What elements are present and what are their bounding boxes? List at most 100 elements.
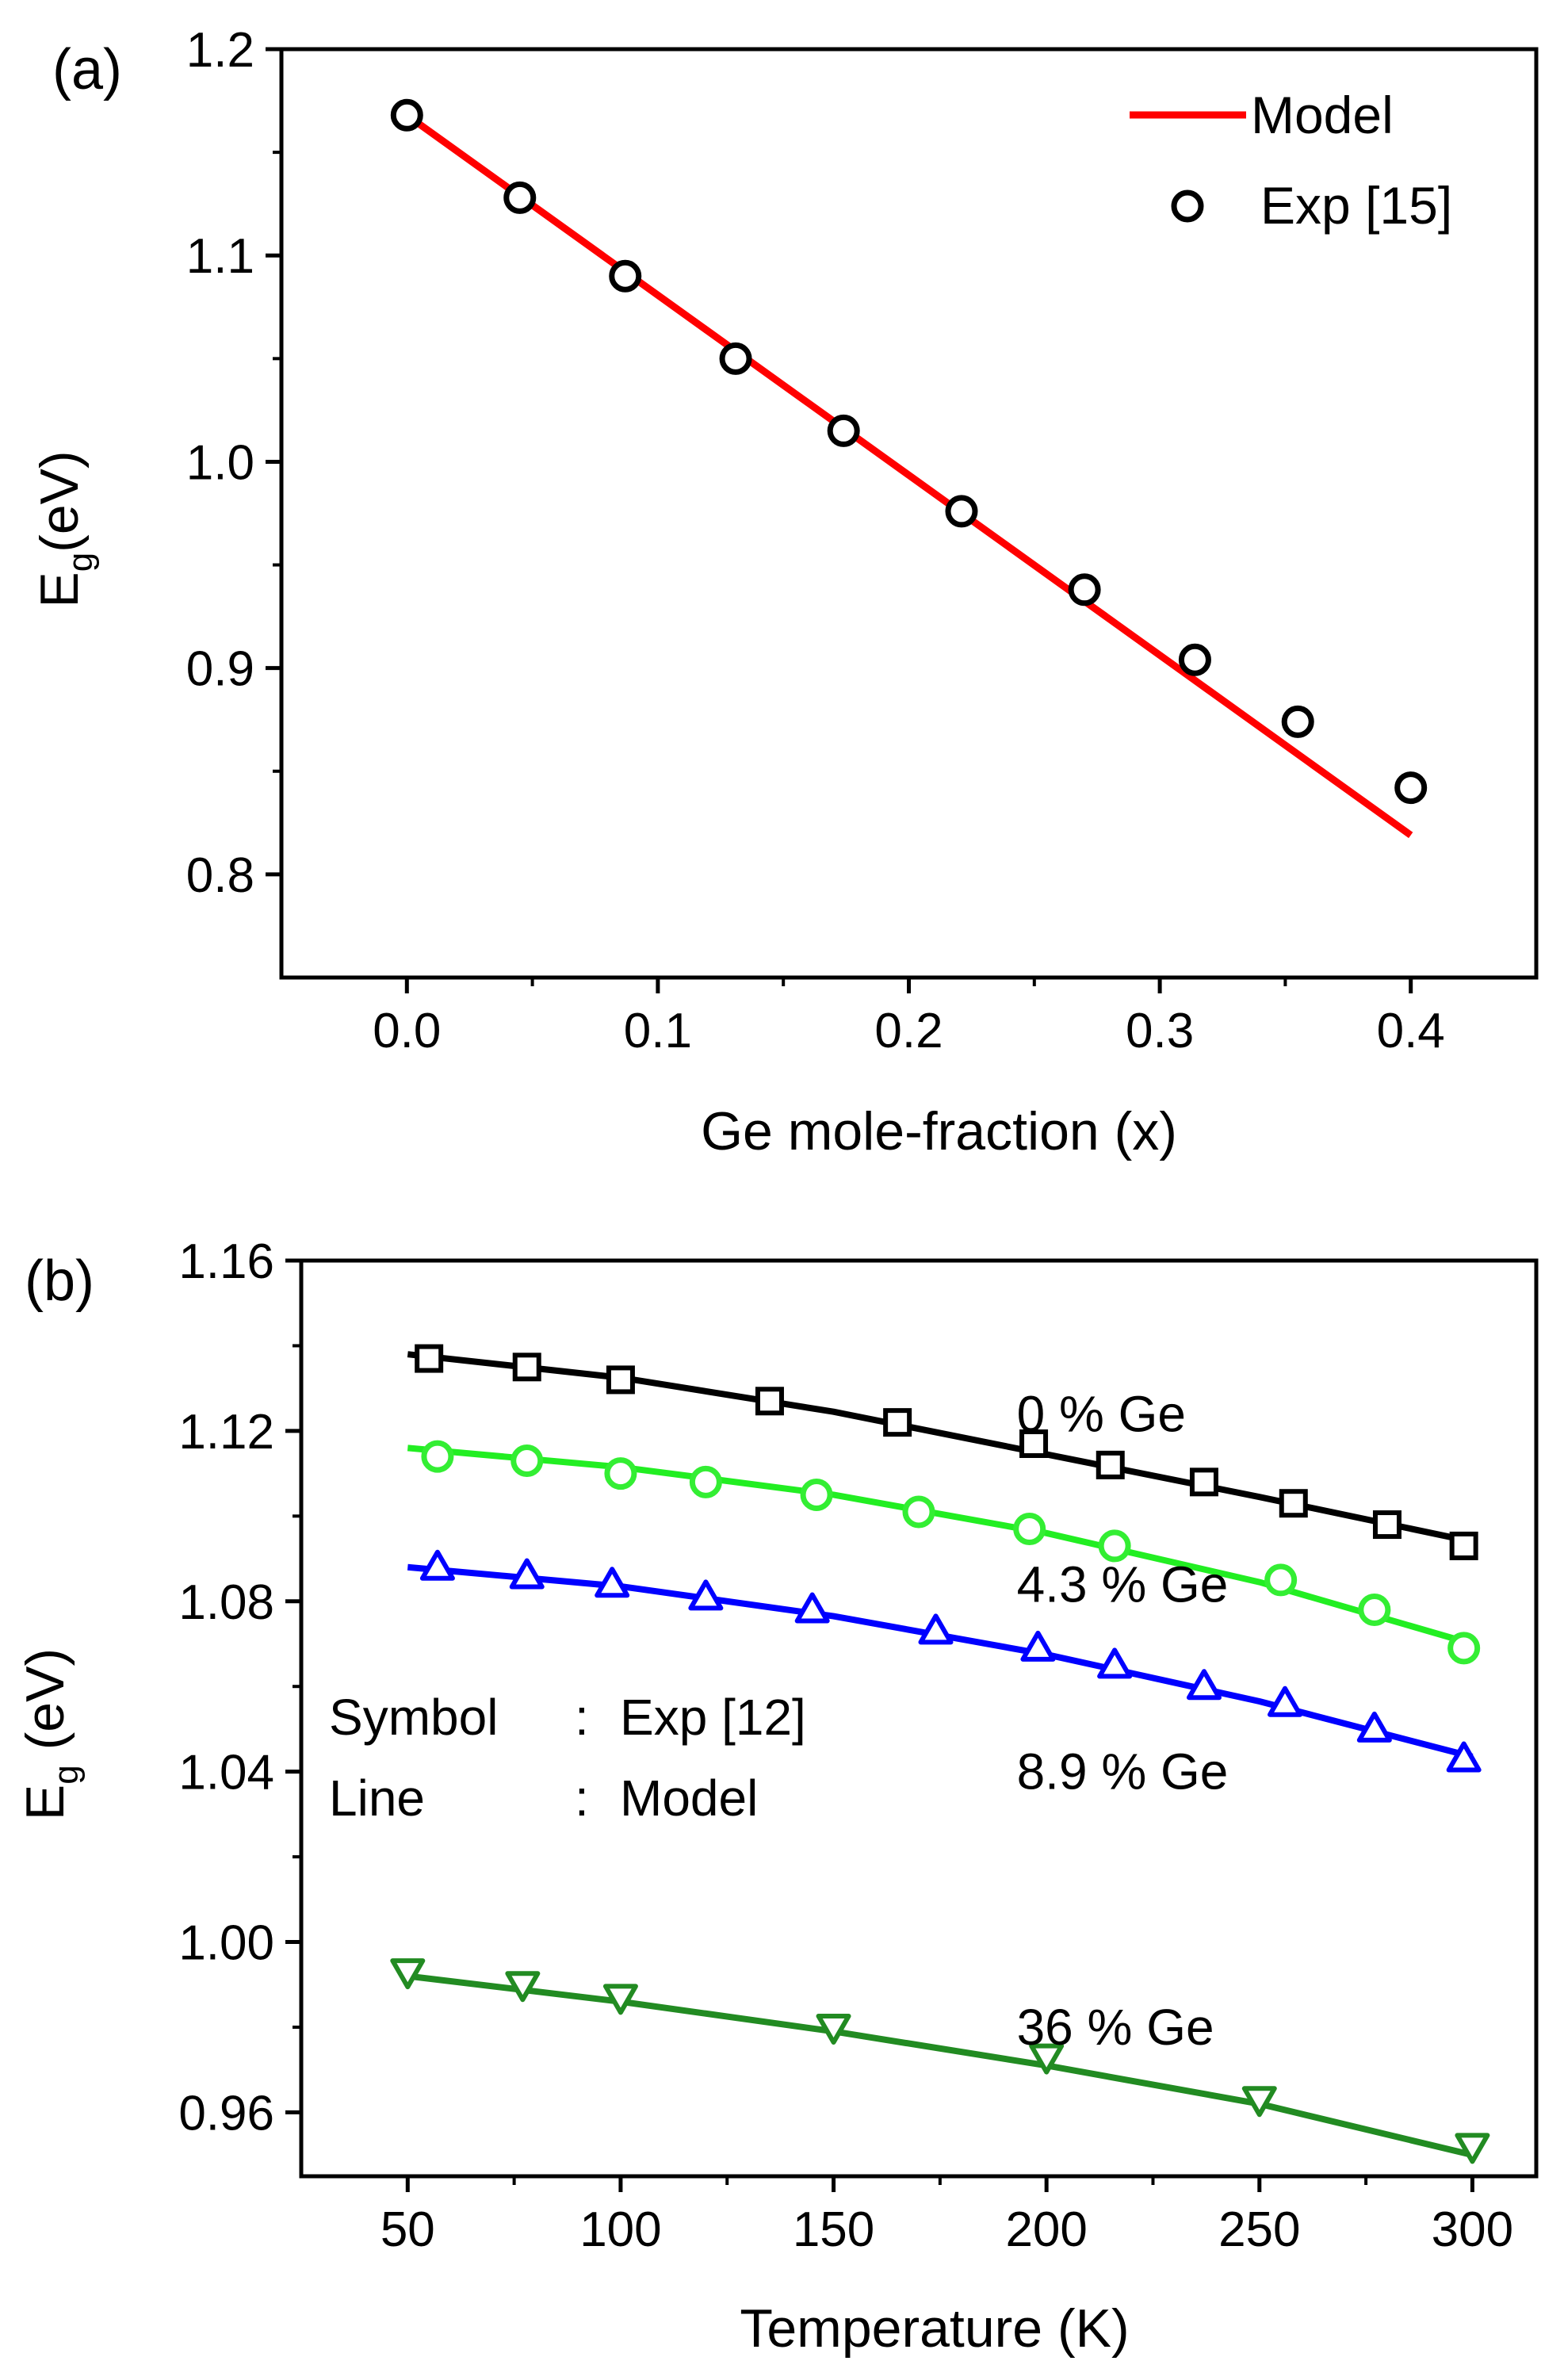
legend: Model Exp [15]: [1130, 86, 1452, 235]
panel-label-a: (a): [52, 38, 122, 101]
exp-data-point: [510, 1444, 544, 1477]
exp-data-point: [1029, 2043, 1065, 2075]
series-36-Ge: [390, 1958, 1490, 2164]
y-tick-label: 1.12: [178, 1405, 274, 1460]
exp-data-point: [419, 1549, 455, 1581]
exp-data-point: [902, 1495, 935, 1529]
y-axis-title: Eg(eV): [29, 450, 100, 607]
exp-data-point: [1372, 1510, 1401, 1540]
note-separator: :: [575, 1770, 589, 1827]
exp-data-point: [1178, 643, 1211, 676]
y-tick-label: 0.9: [186, 642, 254, 697]
panel-a: 0.0 0.1 0.2 0.3 0.4 0.8 0.9 1.0 1.1 1.2 (a) Ge mole…: [29, 23, 1539, 1161]
exp-data-point: [1096, 1450, 1125, 1479]
exp-data-point: [602, 1984, 638, 2015]
exp-data-point: [1449, 1531, 1478, 1560]
exp-data-point: [415, 1344, 444, 1373]
exp-data-point: [1358, 1594, 1391, 1627]
legend-exp-swatch: [1171, 189, 1204, 223]
exp-data-point: [689, 1465, 722, 1498]
series-annotation: 8.9 % Ge: [1017, 1743, 1229, 1800]
y-tick-label: 1.08: [178, 1575, 274, 1630]
x-tick-label: 250: [1218, 2202, 1300, 2257]
y-tick-label: 1.1: [186, 229, 254, 284]
y-axis-title: Eg (eV): [15, 1648, 86, 1820]
x-tick-label: 0.3: [1126, 1004, 1194, 1058]
y-tick-label: 1.04: [178, 1746, 274, 1800]
exp-data-point: [1281, 705, 1314, 738]
exp-data-point: [606, 1365, 635, 1395]
exp-data-point: [595, 1567, 630, 1598]
exp-data-point: [945, 495, 978, 528]
exp-data-point: [918, 1613, 954, 1645]
exp-data-point: [1279, 1489, 1308, 1518]
note-value: Exp [12]: [620, 1689, 806, 1746]
exp-data-point: [816, 2013, 851, 2045]
series-8-9-Ge: [407, 1549, 1482, 1773]
exp-data-point: [1241, 2086, 1277, 2118]
exp-data-point: [794, 1592, 830, 1624]
y-tick-label: 0.96: [178, 2086, 274, 2141]
exp-data-point: [755, 1387, 784, 1416]
y-tick-label: 1.0: [186, 435, 254, 490]
y-axis-title-subscript: g: [47, 1765, 86, 1784]
series-4-3-Ge: [407, 1440, 1481, 1665]
model-line: [407, 1972, 1474, 2159]
x-tick-label: 0.4: [1377, 1004, 1445, 1058]
x-axis-title: Ge mole-fraction (x): [701, 1101, 1177, 1161]
series-0-Ge: [407, 1344, 1478, 1560]
exp-data-point: [1098, 1529, 1131, 1563]
y-tick-label: 1.2: [186, 23, 254, 78]
note-separator: :: [575, 1689, 589, 1746]
exp-data-point: [1068, 573, 1101, 606]
note-value: Model: [620, 1770, 758, 1827]
exp-data-point: [827, 414, 860, 447]
y-axis-title-main: E: [29, 572, 90, 607]
x-tick-label: 300: [1432, 2202, 1513, 2257]
exp-data-point: [719, 342, 752, 375]
series-annotation: 0 % Ge: [1017, 1385, 1186, 1442]
y-axis-title-unit: (eV): [15, 1648, 75, 1765]
exp-data-point: [512, 1353, 541, 1382]
x-tick-label: 200: [1005, 2202, 1087, 2257]
exp-data-point: [609, 259, 642, 293]
panel-b: 50 100 150 200 250 300 0.96 1.00 1.04 1.08 1.12 1.1…: [15, 1234, 1539, 2359]
exp-data-point: [1455, 2133, 1490, 2164]
series-annotation: 36 % Ge: [1017, 1999, 1214, 2056]
y-axis-title-main: E: [15, 1785, 75, 1820]
y-tick-label: 1.00: [178, 1916, 274, 1971]
y-tick-label: 0.8: [186, 848, 254, 903]
exp-data-point: [604, 1457, 637, 1490]
x-tick-label: 0.2: [874, 1004, 943, 1058]
legend-exp-label: Exp [15]: [1260, 176, 1452, 235]
x-tick-label: 50: [380, 2202, 435, 2257]
exp-data-point: [390, 98, 423, 132]
series-annotation: 4.3 % Ge: [1017, 1555, 1229, 1613]
note-key: Line: [329, 1770, 425, 1827]
exp-data-point: [883, 1408, 912, 1437]
x-axis-title: Temperature (K): [740, 2298, 1129, 2359]
exp-data-point: [1268, 1686, 1303, 1717]
exp-data-point: [800, 1478, 833, 1511]
exp-data-point: [505, 1971, 541, 2003]
symbol-line-note: Symbol: Exp [12] Line: Model: [329, 1689, 806, 1827]
y-tick-label: 1.16: [178, 1234, 274, 1289]
exp-data-point: [1020, 1630, 1056, 1662]
y-axis-title-subscript: g: [61, 553, 100, 572]
exp-data-point: [1186, 1669, 1222, 1701]
x-tick-label: 0.0: [373, 1004, 441, 1058]
exp-data-point: [1189, 1467, 1218, 1497]
x-tick-label: 100: [579, 2202, 661, 2257]
legend-model-label: Model: [1251, 86, 1394, 144]
exp-data-point: [688, 1579, 724, 1611]
exp-data-point: [509, 1558, 545, 1590]
plot-frame: [299, 1258, 1539, 2179]
exp-data-point: [1264, 1563, 1298, 1597]
exp-data-point: [1097, 1647, 1133, 1679]
exp-data-point: [421, 1440, 454, 1473]
y-axis-title-unit: (eV): [29, 450, 90, 552]
exp-data-point: [1446, 1741, 1482, 1773]
panel-label-b: (b): [25, 1249, 94, 1313]
exp-data-point: [390, 1958, 426, 1990]
